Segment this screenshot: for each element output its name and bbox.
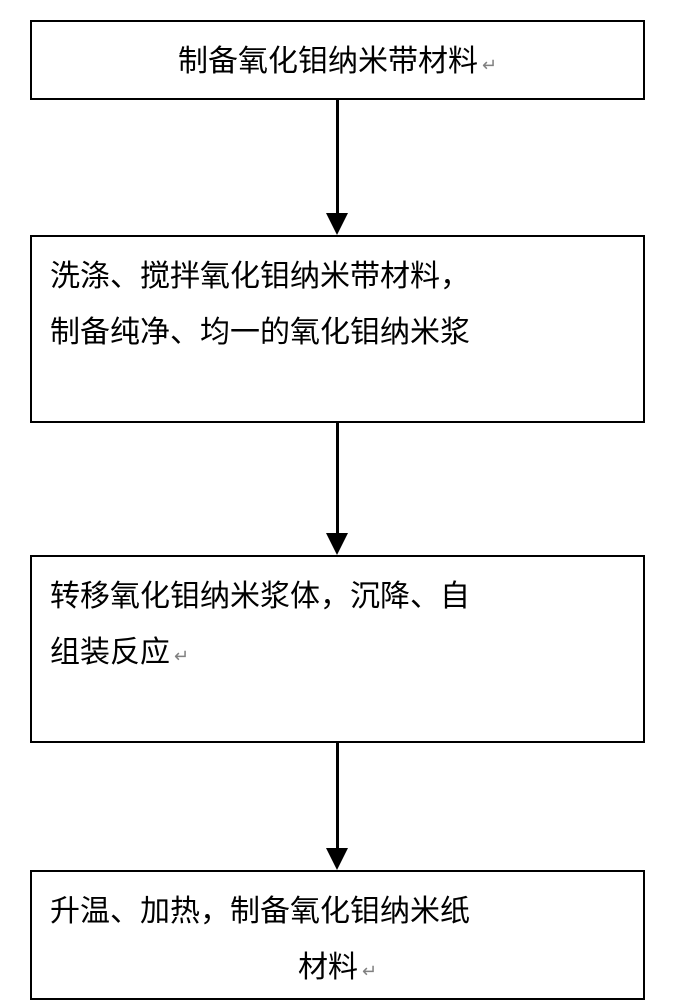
step-3: 转移氧化钼纳米浆体，沉降、自组装反应↵ [30,555,645,743]
step-4-line-1: 材料↵ [50,940,625,999]
step-4-text-1: 材料 [298,951,358,984]
step-2-line-0: 洗涤、搅拌氧化钼纳米带材料， [50,249,625,305]
step-3-return-mark: ↵ [174,628,189,684]
step-1-label: 制备氧化钼纳米带材料↵ [50,34,625,93]
step-2-text-1: 制备纯净、均一的氧化钼纳米浆 [50,316,470,349]
step-3-text-1: 组装反应 [50,636,170,669]
step-1-line-0: 制备氧化钼纳米带材料↵ [50,34,625,93]
step-4-text-0: 升温、加热，制备氧化钼纳米纸 [50,895,470,928]
step-2-label: 洗涤、搅拌氧化钼纳米带材料， 制备纯净、均一的氧化钼纳米浆 [50,249,625,361]
step-4: 升温、加热，制备氧化钼纳米纸材料↵ [30,870,645,1000]
step-4-label: 升温、加热，制备氧化钼纳米纸材料↵ [50,884,625,999]
step-1: 制备氧化钼纳米带材料↵ [30,20,645,100]
step-2-text-0: 洗涤、搅拌氧化钼纳米带材料， [50,260,470,293]
step-2-line-1: 制备纯净、均一的氧化钼纳米浆 [50,305,625,361]
step-3-line-0: 转移氧化钼纳米浆体，沉降、自 [50,569,625,625]
step-1-return-mark: ↵ [482,37,497,93]
step-2: 洗涤、搅拌氧化钼纳米带材料， 制备纯净、均一的氧化钼纳米浆 [30,235,645,423]
arrow-3-4-shaft [336,743,339,848]
step-3-label: 转移氧化钼纳米浆体，沉降、自组装反应↵ [50,569,625,684]
step-3-text-0: 转移氧化钼纳米浆体，沉降、自 [50,580,470,613]
step-1-text-0: 制备氧化钼纳米带材料 [178,45,478,78]
arrow-1-2-head [326,213,348,235]
step-3-line-1: 组装反应↵ [50,625,625,684]
step-4-line-0: 升温、加热，制备氧化钼纳米纸 [50,884,625,940]
arrow-1-2-shaft [336,100,339,213]
arrow-3-4-head [326,848,348,870]
arrow-2-3-head [326,533,348,555]
flowchart-canvas: 制备氧化钼纳米带材料↵洗涤、搅拌氧化钼纳米带材料，制备纯净、均一的氧化钼纳米浆转… [0,0,677,1000]
step-4-return-mark: ↵ [362,943,377,999]
arrow-2-3-shaft [336,423,339,533]
